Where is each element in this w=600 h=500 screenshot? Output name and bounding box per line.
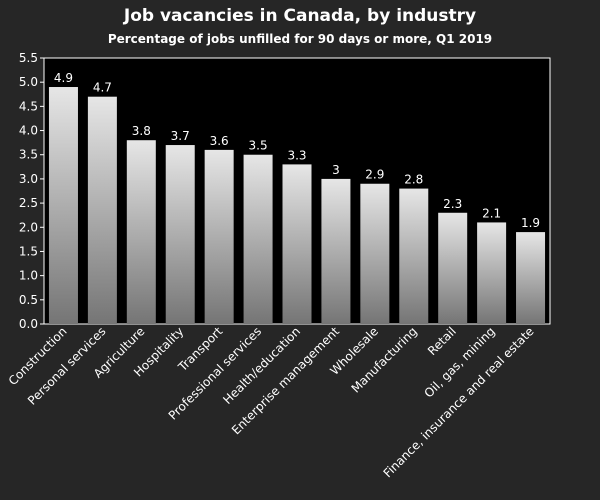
bar <box>165 145 195 324</box>
y-tick-label: 1.5 <box>19 244 38 258</box>
chart-subtitle: Percentage of jobs unfilled for 90 days … <box>107 32 493 46</box>
bar-value-label: 3.8 <box>132 124 151 138</box>
bar-value-label: 2.9 <box>365 168 384 182</box>
bar <box>516 232 546 324</box>
bar-value-label: 3.7 <box>171 129 190 143</box>
bar <box>126 140 156 324</box>
bar-value-label: 3.5 <box>249 139 268 153</box>
bar <box>243 154 273 324</box>
bar-value-label: 3.6 <box>210 134 229 148</box>
bar-value-label: 1.9 <box>521 216 540 230</box>
chart-title: Job vacancies in Canada, by industry <box>123 6 477 26</box>
bar-value-label: 2.1 <box>482 206 501 220</box>
bar <box>204 149 234 324</box>
bar-value-label: 2.8 <box>404 173 423 187</box>
bar <box>360 183 390 324</box>
bars <box>48 87 546 324</box>
bar <box>48 87 78 324</box>
bar-value-label: 4.7 <box>93 81 112 95</box>
y-axis: 0.0 0.5 1.0 1.5 2.0 2.5 3.0 3.5 4.0 4.5 5.0 5.5 <box>19 51 44 331</box>
bar <box>87 96 117 324</box>
bar <box>282 164 312 324</box>
y-tick-label: 3.5 <box>19 148 38 162</box>
bar-value-label: 3.3 <box>287 148 306 162</box>
bar-value-label: 3 <box>332 163 340 177</box>
y-tick-label: 0.5 <box>19 293 38 307</box>
y-tick-label: 4.5 <box>19 99 38 113</box>
bar <box>438 212 468 324</box>
y-tick-label: 5.5 <box>19 51 38 65</box>
bar <box>477 222 507 324</box>
y-tick-label: 2.5 <box>19 196 38 210</box>
y-tick-label: 2.0 <box>19 220 38 234</box>
y-tick-label: 0.0 <box>19 317 38 331</box>
bar <box>399 188 429 324</box>
y-tick-label: 3.0 <box>19 172 38 186</box>
y-tick-label: 4.0 <box>19 124 38 138</box>
value-labels: 4.9 4.7 3.8 3.7 3.6 3.5 3.3 3 2.9 2.8 2.3 2.1 1.9 <box>54 71 540 230</box>
x-tick-label: Retail <box>425 324 459 358</box>
bar <box>321 178 351 324</box>
y-tick-label: 5.0 <box>19 75 38 89</box>
x-tick-label: Oil, gas, mining <box>422 324 498 400</box>
y-tick-label: 1.0 <box>19 269 38 283</box>
bar-value-label: 4.9 <box>54 71 73 85</box>
bar-value-label: 2.3 <box>443 197 462 211</box>
